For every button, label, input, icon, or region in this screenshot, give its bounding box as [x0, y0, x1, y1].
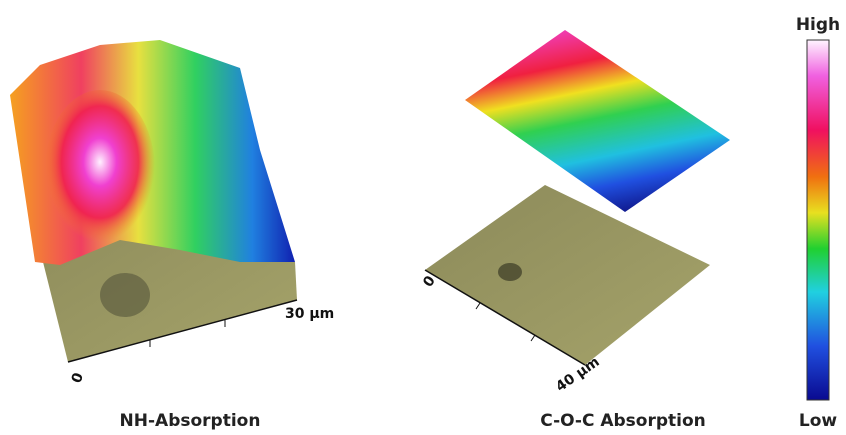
- colorbar-high: High: [796, 15, 840, 35]
- tick: [476, 303, 480, 309]
- axis-start: 0: [69, 370, 87, 385]
- axis-end: 30 µm: [285, 306, 334, 322]
- panel-title: C-O-C Absorption: [540, 411, 706, 431]
- panel-title: NH-Absorption: [120, 411, 261, 431]
- colorbar-low: Low: [799, 411, 838, 431]
- colorbar-scale: [807, 40, 829, 400]
- surface-map: [465, 30, 730, 212]
- particle: [498, 263, 522, 281]
- sample-image: [425, 185, 710, 365]
- hotspot: [45, 90, 155, 250]
- figure: 0 30 µm NH-Absorption 0 40 µm C-O-C Abso…: [0, 0, 846, 435]
- coc-panel: 0 40 µm C-O-C Absorption: [420, 30, 730, 431]
- colorbar: High Low: [796, 15, 840, 431]
- nh-panel: 0 30 µm NH-Absorption: [10, 40, 334, 431]
- particle: [100, 273, 150, 317]
- tick: [531, 335, 535, 341]
